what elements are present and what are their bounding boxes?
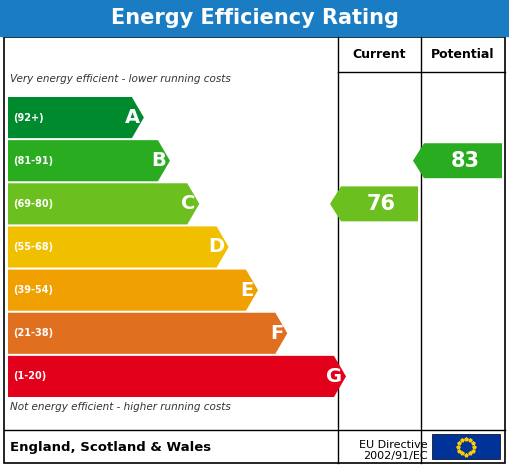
Polygon shape xyxy=(330,186,418,221)
Text: (39-54): (39-54) xyxy=(13,285,53,295)
Text: D: D xyxy=(209,238,224,256)
Polygon shape xyxy=(8,183,200,225)
Text: (92+): (92+) xyxy=(13,113,44,122)
Polygon shape xyxy=(8,356,346,397)
Polygon shape xyxy=(413,143,502,178)
Text: 2002/91/EC: 2002/91/EC xyxy=(363,451,428,461)
Text: Energy Efficiency Rating: Energy Efficiency Rating xyxy=(110,8,399,28)
Polygon shape xyxy=(8,140,170,181)
Text: (55-68): (55-68) xyxy=(13,242,53,252)
Text: Very energy efficient - lower running costs: Very energy efficient - lower running co… xyxy=(10,74,231,84)
Text: (81-91): (81-91) xyxy=(13,156,53,166)
Polygon shape xyxy=(8,269,258,311)
Text: Not energy efficient - higher running costs: Not energy efficient - higher running co… xyxy=(10,402,231,412)
Text: (21-38): (21-38) xyxy=(13,328,53,338)
Text: England, Scotland & Wales: England, Scotland & Wales xyxy=(10,440,211,453)
Text: EU Directive: EU Directive xyxy=(359,440,428,450)
Text: Potential: Potential xyxy=(431,48,495,61)
Bar xyxy=(0,0,509,36)
Text: A: A xyxy=(125,108,140,127)
Bar xyxy=(432,434,500,459)
Text: G: G xyxy=(326,367,342,386)
Text: 83: 83 xyxy=(450,151,479,171)
Polygon shape xyxy=(8,226,229,268)
Polygon shape xyxy=(8,313,287,354)
Text: 76: 76 xyxy=(367,194,396,214)
Text: (69-80): (69-80) xyxy=(13,199,53,209)
Text: (1-20): (1-20) xyxy=(13,371,46,382)
Text: C: C xyxy=(181,194,195,213)
Text: E: E xyxy=(241,281,254,300)
Text: Current: Current xyxy=(353,48,406,61)
Polygon shape xyxy=(8,97,144,138)
Text: F: F xyxy=(270,324,284,343)
Text: B: B xyxy=(151,151,166,170)
